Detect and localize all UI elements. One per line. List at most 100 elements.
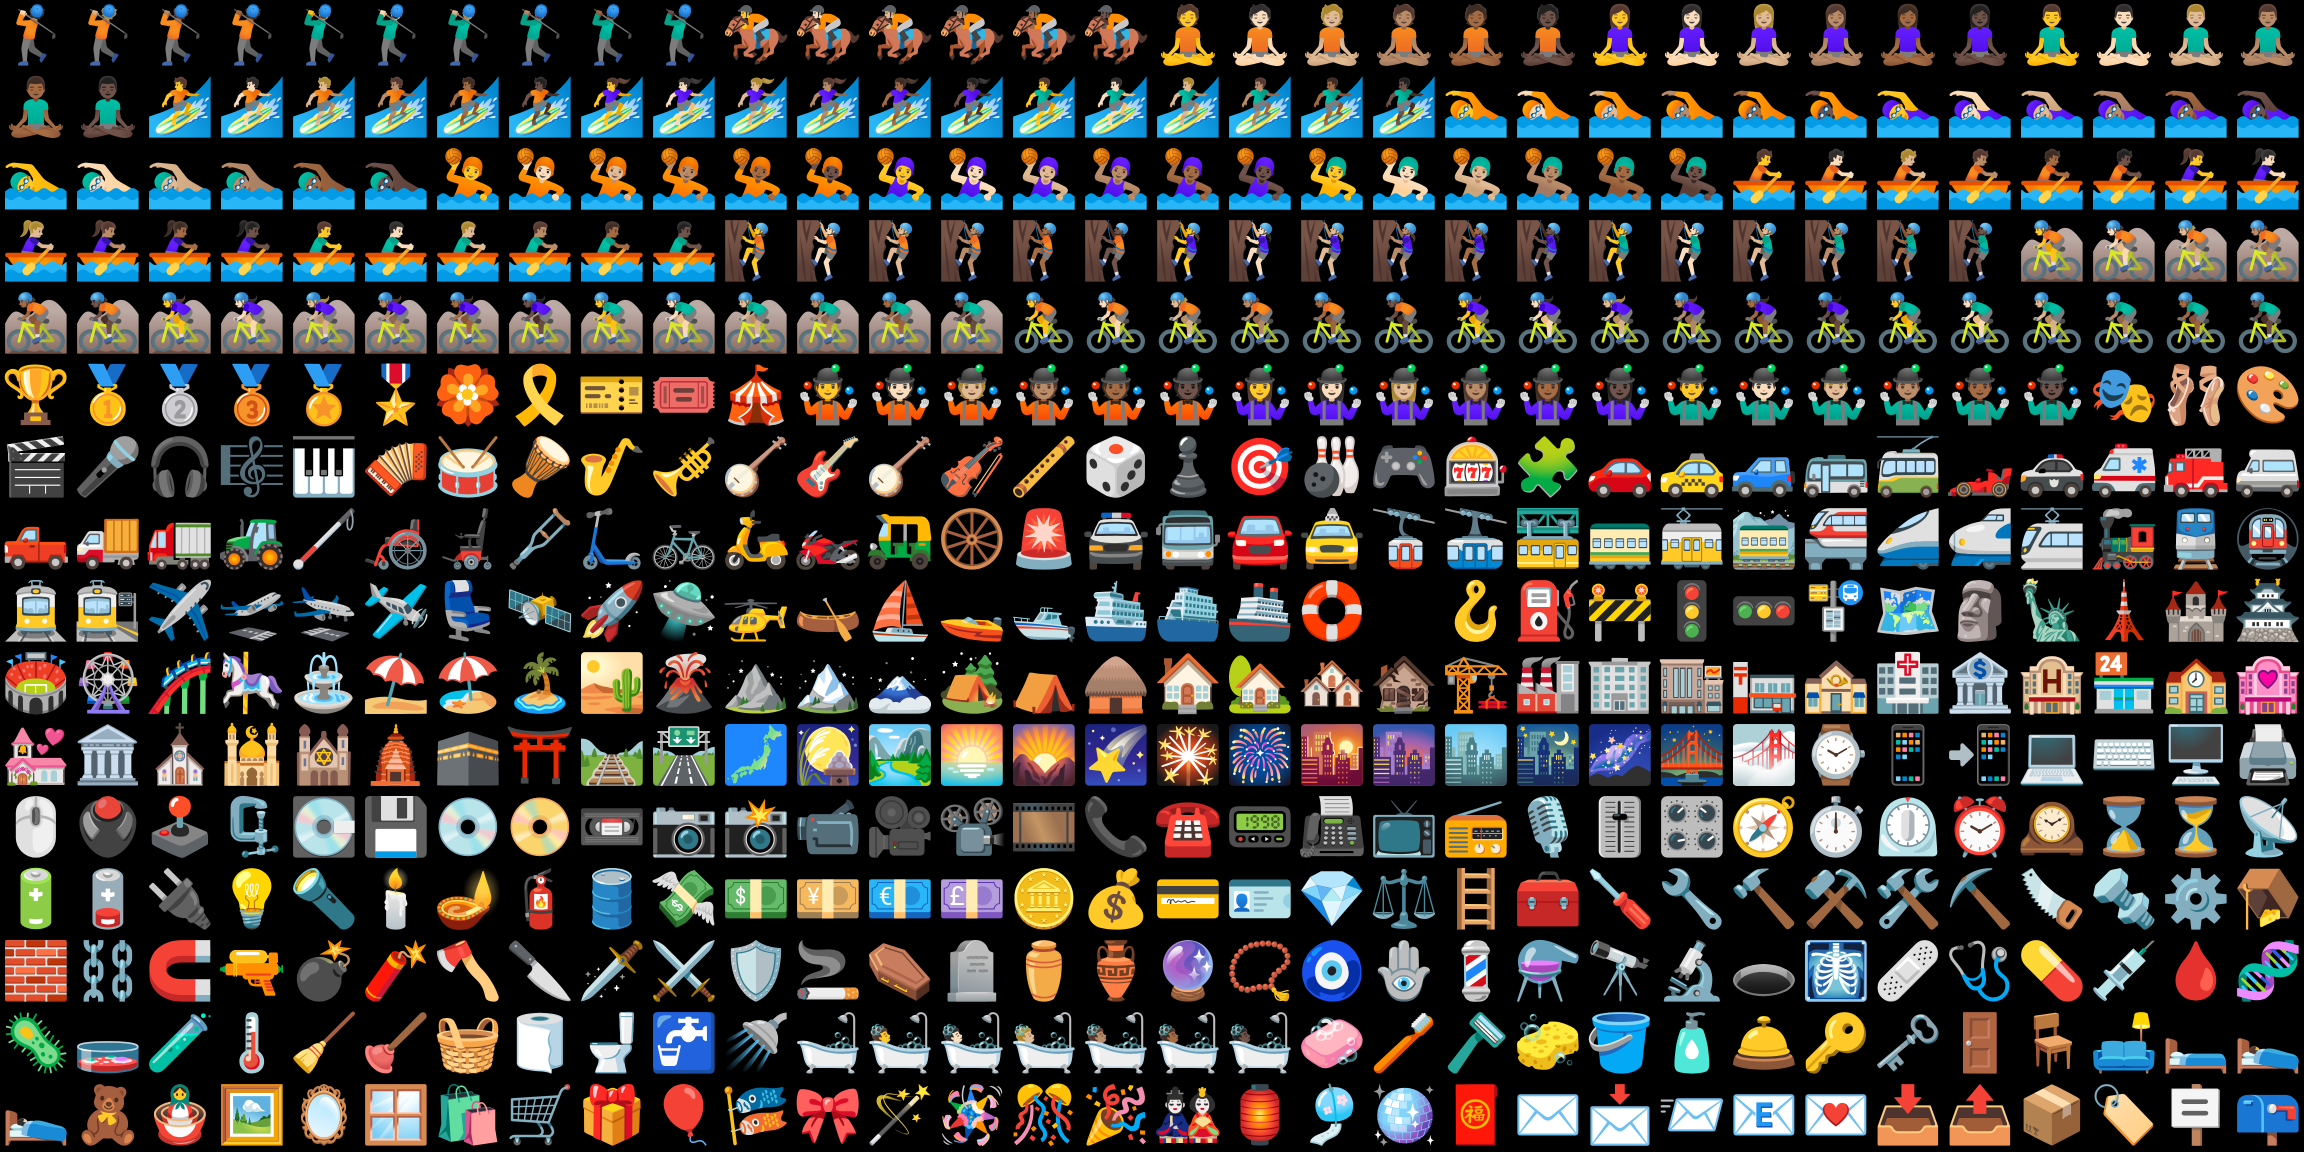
emoji-icon: 🎚️ — [1585, 795, 1655, 860]
emoji-icon: 📽️ — [937, 795, 1007, 860]
emoji-icon: 🧘🏽‍♀️ — [1801, 3, 1871, 68]
emoji-icon: 🤹🏿‍♂️ — [2017, 363, 2087, 428]
emoji-icon: 🛁 — [793, 1011, 863, 1076]
emoji-icon: 🏣 — [1729, 651, 1799, 716]
emoji-icon: 🏊‍♀️ — [1873, 75, 1943, 140]
emoji-icon: 🎷 — [577, 435, 647, 500]
emoji-icon: 🎏 — [721, 1083, 791, 1148]
emoji-icon: 🚘 — [1225, 507, 1295, 572]
emoji-icon: 🏊🏻‍♀️ — [1945, 75, 2015, 140]
emoji-icon: 🌆 — [1369, 723, 1439, 788]
emoji-icon: 🎊 — [1009, 1083, 1079, 1148]
emoji-icon: 🪠 — [361, 1011, 431, 1076]
emoji-icon: 🚣🏾‍♀️ — [145, 219, 215, 284]
emoji-icon: 🧗🏼‍♀️ — [1297, 219, 1367, 284]
emoji-icon: 🚞 — [1729, 507, 1799, 572]
emoji-icon: 🛢️ — [577, 867, 647, 932]
emoji-icon: 🏎️ — [1945, 435, 2015, 500]
emoji-icon: 📤 — [1945, 1083, 2015, 1148]
emoji-icon: 💳 — [1153, 867, 1223, 932]
emoji-icon: 🚀 — [577, 579, 647, 644]
emoji-icon: 🛀🏻 — [937, 1011, 1007, 1076]
emoji-icon: 🧗🏿‍♂️ — [1945, 219, 2015, 284]
emoji-icon: 🪧 — [2161, 1083, 2231, 1148]
emoji-icon: 🤽🏾‍♀️ — [1153, 147, 1223, 212]
emoji-icon: 🧘🏻‍♂️ — [2089, 3, 2159, 68]
emoji-icon: 🤽 — [433, 147, 503, 212]
emoji-icon: 🏰 — [2161, 579, 2231, 644]
emoji-icon: 🛖 — [1081, 651, 1151, 716]
emoji-icon: 🦽 — [361, 507, 431, 572]
emoji-icon: 🪒 — [1441, 1011, 1511, 1076]
emoji-icon: 🎟️ — [649, 363, 719, 428]
emoji-icon: 🏬 — [1657, 651, 1727, 716]
emoji-icon: 🏠 — [1153, 651, 1223, 716]
emoji-icon: 🪕 — [865, 435, 935, 500]
emoji-icon: 🌋 — [649, 651, 719, 716]
emoji-icon: 🚡 — [1369, 507, 1439, 572]
emoji-icon: 🎈 — [649, 1083, 719, 1148]
emoji-icon: 🧘‍♂️ — [2017, 3, 2087, 68]
emoji-icon: 🧗🏾 — [1009, 219, 1079, 284]
emoji-icon: 🚴🏽 — [1225, 291, 1295, 356]
emoji-icon: 🚠 — [1441, 507, 1511, 572]
emoji-icon: 💊 — [2017, 939, 2087, 1004]
emoji-icon: 📥 — [1873, 1083, 1943, 1148]
emoji-icon: 🚄 — [1873, 507, 1943, 572]
emoji-icon: 🧻 — [505, 1011, 575, 1076]
emoji-icon: 🧸 — [73, 1083, 143, 1148]
emoji-icon: 🚵🏾 — [1, 291, 71, 356]
emoji-icon: 🤹🏻‍♂️ — [1729, 363, 1799, 428]
emoji-icon: 🤹🏾‍♂️ — [1945, 363, 2015, 428]
emoji-icon: 🛤️ — [577, 723, 647, 788]
emoji-icon: 🦠 — [1, 1011, 71, 1076]
emoji-icon: 🤽🏽‍♀️ — [1081, 147, 1151, 212]
emoji-icon: 🚵🏿‍♀️ — [505, 291, 575, 356]
emoji-icon: ⛩️ — [505, 723, 575, 788]
emoji-icon: 🚉 — [73, 579, 143, 644]
emoji-icon: 🎛️ — [1657, 795, 1727, 860]
emoji-icon: 🎙️ — [1513, 795, 1583, 860]
emoji-icon: 🏄🏻 — [217, 75, 287, 140]
emoji-icon: 🚴🏾‍♀️ — [1729, 291, 1799, 356]
emoji-icon: 🚕 — [1657, 435, 1727, 500]
emoji-icon: 🧘🏼 — [1297, 3, 1367, 68]
emoji-icon: 🔪 — [505, 939, 575, 1004]
emoji-icon: 🏙️ — [1441, 723, 1511, 788]
emoji-icon: 🏇🏽 — [937, 3, 1007, 68]
emoji-icon: 🧗🏽 — [937, 219, 1007, 284]
emoji-icon: 🧭 — [1729, 795, 1799, 860]
emoji-icon: 💰 — [1081, 867, 1151, 932]
emoji-icon: 🚵🏼‍♂️ — [721, 291, 791, 356]
emoji-icon: 🧗🏾‍♀️ — [1441, 219, 1511, 284]
emoji-icon: 🧯 — [505, 867, 575, 932]
emoji-icon: 🪟 — [361, 1083, 431, 1148]
emoji-icon: 🏖️ — [433, 651, 503, 716]
emoji-icon: 🎺 — [649, 435, 719, 500]
emoji-icon: 🧘🏿‍♂️ — [73, 75, 143, 140]
emoji-icon: 📷 — [649, 795, 719, 860]
emoji-icon: 🛡️ — [721, 939, 791, 1004]
emoji-icon: 🖨️ — [2233, 723, 2303, 788]
emoji-icon: 🏛️ — [73, 723, 143, 788]
emoji-icon: 🏌🏾 — [217, 3, 287, 68]
emoji-icon: 🛀🏾 — [1153, 1011, 1223, 1076]
emoji-icon: 📩 — [1585, 1083, 1655, 1148]
emoji-icon: 🪞 — [289, 1083, 359, 1148]
emoji-icon: 🏊🏽‍♂️ — [217, 147, 287, 212]
emoji-icon: 🧗🏿 — [1081, 219, 1151, 284]
emoji-icon: 🚅 — [1945, 507, 2015, 572]
emoji-icon: 🏫 — [2161, 651, 2231, 716]
emoji-icon: ⚔️ — [649, 939, 719, 1004]
emoji-icon: 🏥 — [1873, 651, 1943, 716]
emoji-icon: 🕳️ — [1729, 939, 1799, 1004]
emoji-icon: 🏤 — [1801, 651, 1871, 716]
emoji-icon: 💡 — [217, 867, 287, 932]
emoji-icon: 💒 — [1, 723, 71, 788]
emoji-icon: 🤹🏼 — [937, 363, 1007, 428]
emoji-icon: 🌁 — [1729, 723, 1799, 788]
emoji-icon: 🎨 — [2233, 363, 2303, 428]
emoji-icon: 🪈 — [1009, 435, 1079, 500]
emoji-icon: 🧗🏿‍♀️ — [1513, 219, 1583, 284]
emoji-icon: ⏲️ — [1873, 795, 1943, 860]
